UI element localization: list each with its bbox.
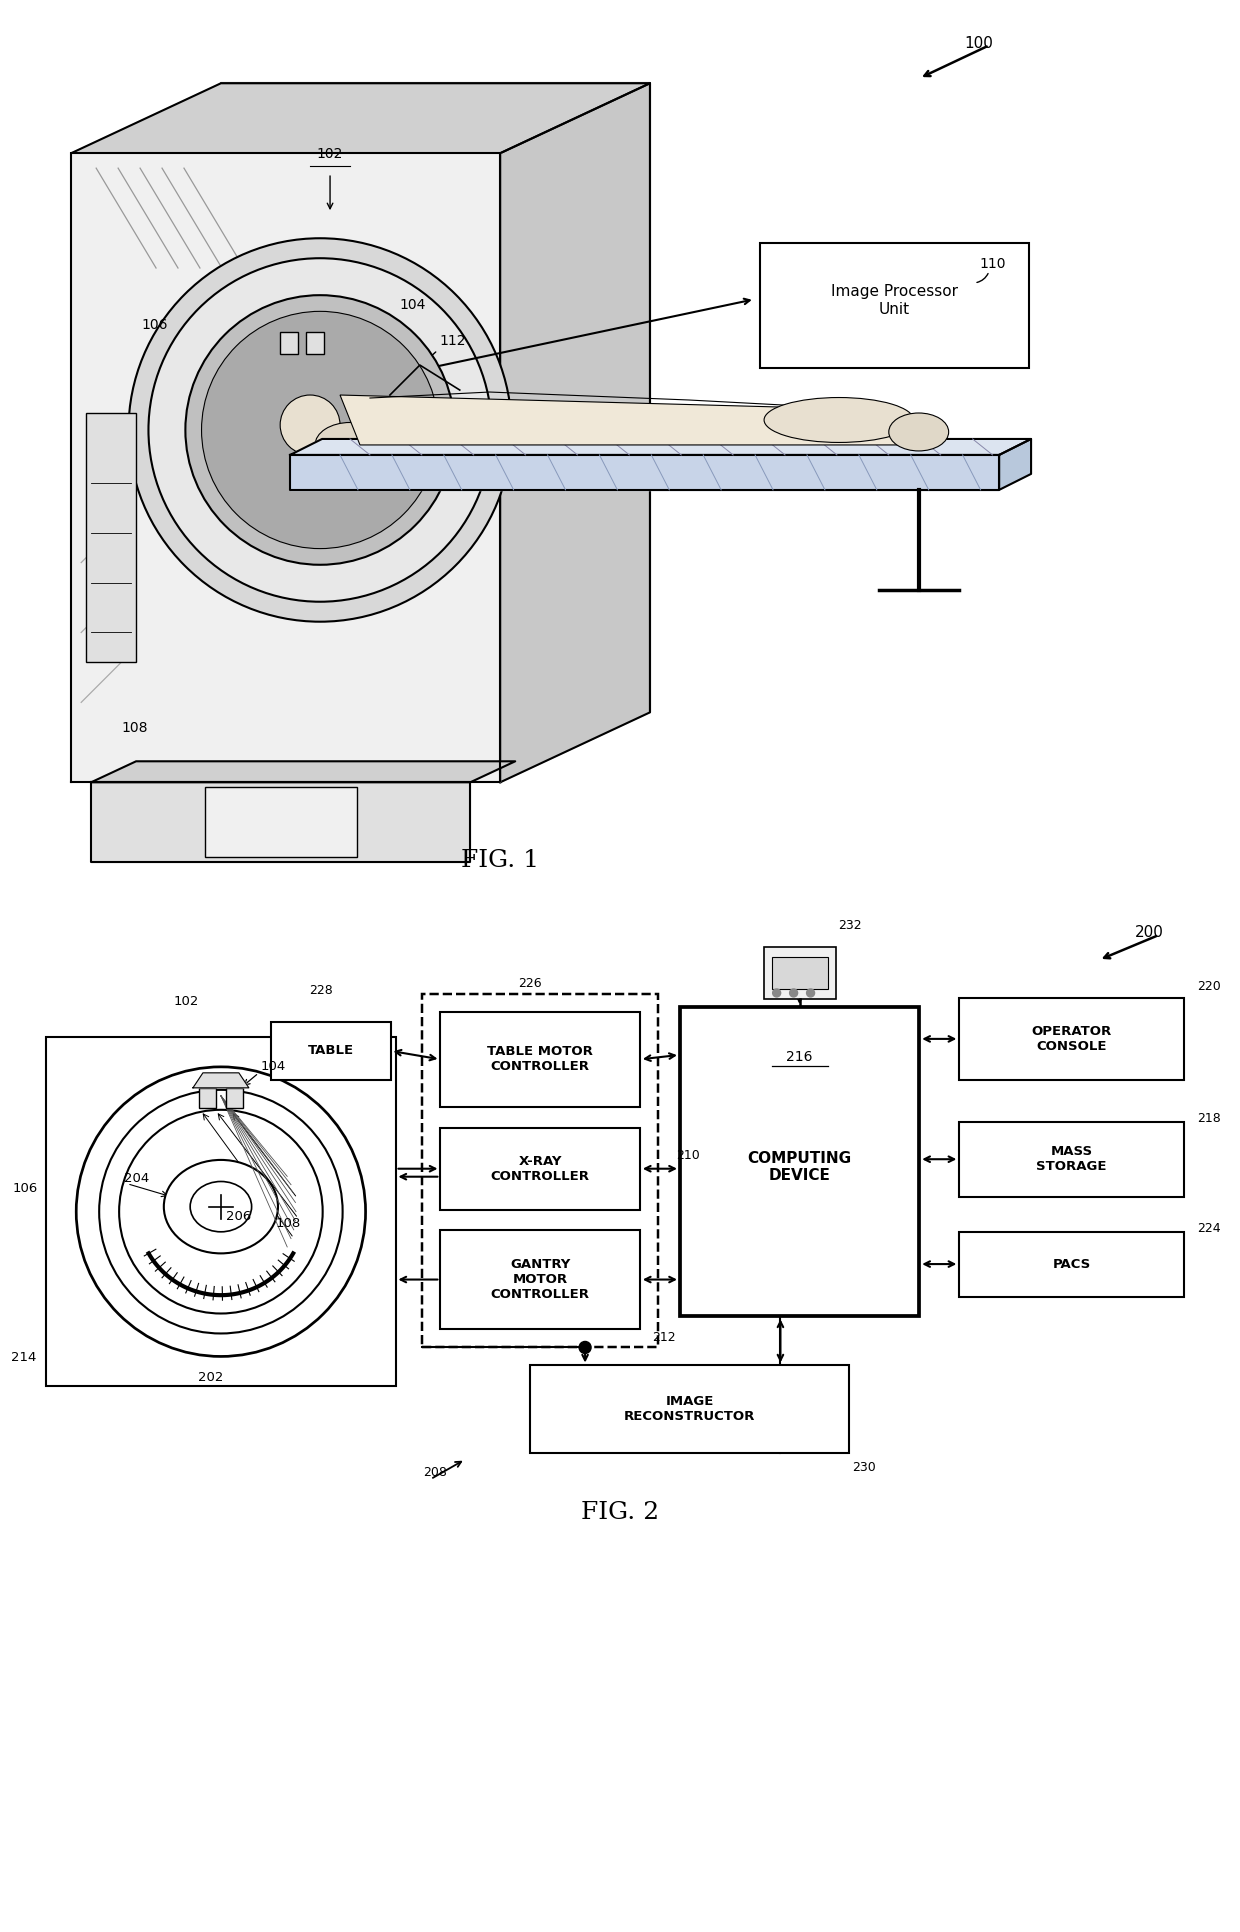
Polygon shape	[193, 1072, 249, 1088]
Polygon shape	[290, 439, 1032, 454]
Text: 104: 104	[399, 298, 427, 311]
Text: 218: 218	[1197, 1111, 1220, 1124]
Bar	[760, 243, 1029, 367]
Text: MASS
STORAGE: MASS STORAGE	[1037, 1146, 1107, 1173]
Circle shape	[185, 296, 455, 564]
Polygon shape	[71, 153, 500, 782]
Text: 102: 102	[174, 995, 198, 1009]
Ellipse shape	[164, 1159, 278, 1254]
Bar	[270, 1022, 391, 1080]
Text: 102: 102	[317, 147, 343, 160]
Bar	[198, 1088, 216, 1107]
Text: X-RAY
CONTROLLER: X-RAY CONTROLLER	[491, 1155, 590, 1182]
Circle shape	[202, 311, 439, 549]
Text: 220: 220	[1197, 980, 1220, 993]
Text: Image Processor
Unit: Image Processor Unit	[831, 284, 957, 317]
Text: 214: 214	[11, 1350, 36, 1364]
Bar	[280, 332, 298, 354]
Bar	[205, 786, 357, 858]
Bar	[423, 993, 658, 1347]
Text: TABLE: TABLE	[308, 1045, 353, 1057]
Text: 226: 226	[518, 978, 542, 989]
Bar	[46, 1037, 396, 1387]
Circle shape	[579, 1341, 591, 1354]
Ellipse shape	[764, 398, 914, 442]
Text: 104: 104	[260, 1061, 286, 1072]
Polygon shape	[500, 83, 650, 782]
Text: FIG. 2: FIG. 2	[580, 1501, 660, 1524]
Circle shape	[119, 1109, 322, 1314]
Polygon shape	[92, 761, 516, 782]
Bar	[440, 1229, 640, 1329]
Text: 228: 228	[309, 983, 332, 997]
Text: 106: 106	[141, 319, 167, 332]
Ellipse shape	[190, 1182, 252, 1233]
Text: 204: 204	[124, 1171, 149, 1184]
Text: IMAGE
RECONSTRUCTOR: IMAGE RECONSTRUCTOR	[624, 1395, 755, 1424]
Text: OPERATOR
CONSOLE: OPERATOR CONSOLE	[1032, 1024, 1111, 1053]
Bar	[960, 1122, 1184, 1196]
Circle shape	[806, 989, 815, 997]
Text: COMPUTING
DEVICE: COMPUTING DEVICE	[748, 1151, 852, 1182]
Text: PACS: PACS	[1053, 1258, 1091, 1271]
Circle shape	[149, 259, 492, 601]
Polygon shape	[71, 83, 650, 153]
Bar	[87, 413, 136, 663]
Bar	[226, 1088, 243, 1107]
Bar	[440, 1128, 640, 1209]
Text: 108: 108	[122, 721, 148, 736]
Bar	[531, 1366, 849, 1453]
Polygon shape	[221, 83, 650, 713]
Polygon shape	[340, 394, 919, 444]
Circle shape	[76, 1066, 366, 1356]
Text: 224: 224	[1197, 1221, 1220, 1235]
Text: 230: 230	[853, 1461, 877, 1474]
Bar	[771, 956, 827, 989]
Circle shape	[280, 394, 340, 454]
Text: 200: 200	[1135, 925, 1163, 941]
Ellipse shape	[889, 413, 949, 450]
Text: 112: 112	[440, 334, 466, 348]
Text: 210: 210	[676, 1150, 699, 1161]
Bar	[764, 947, 836, 999]
Polygon shape	[999, 439, 1032, 491]
Polygon shape	[290, 454, 999, 491]
Text: 106: 106	[14, 1182, 38, 1194]
Bar	[960, 999, 1184, 1080]
Polygon shape	[92, 782, 470, 862]
Circle shape	[99, 1090, 342, 1333]
Circle shape	[790, 989, 797, 997]
Text: 212: 212	[652, 1331, 676, 1345]
Circle shape	[773, 989, 781, 997]
Bar	[440, 1012, 640, 1107]
Ellipse shape	[315, 423, 384, 468]
Bar	[680, 1007, 919, 1316]
Text: GANTRY
MOTOR
CONTROLLER: GANTRY MOTOR CONTROLLER	[491, 1258, 590, 1300]
Text: FIG. 1: FIG. 1	[461, 850, 539, 871]
Text: 110: 110	[980, 257, 1006, 270]
Circle shape	[129, 238, 512, 622]
Text: 202: 202	[198, 1372, 223, 1385]
Text: TABLE MOTOR
CONTROLLER: TABLE MOTOR CONTROLLER	[487, 1045, 593, 1074]
Bar	[306, 332, 324, 354]
Text: 206: 206	[226, 1209, 252, 1223]
Text: 208: 208	[424, 1466, 448, 1480]
Text: 232: 232	[838, 920, 862, 931]
Text: 216: 216	[786, 1049, 813, 1065]
Text: 100: 100	[965, 37, 993, 52]
Text: 108: 108	[275, 1217, 301, 1229]
Bar	[960, 1231, 1184, 1296]
